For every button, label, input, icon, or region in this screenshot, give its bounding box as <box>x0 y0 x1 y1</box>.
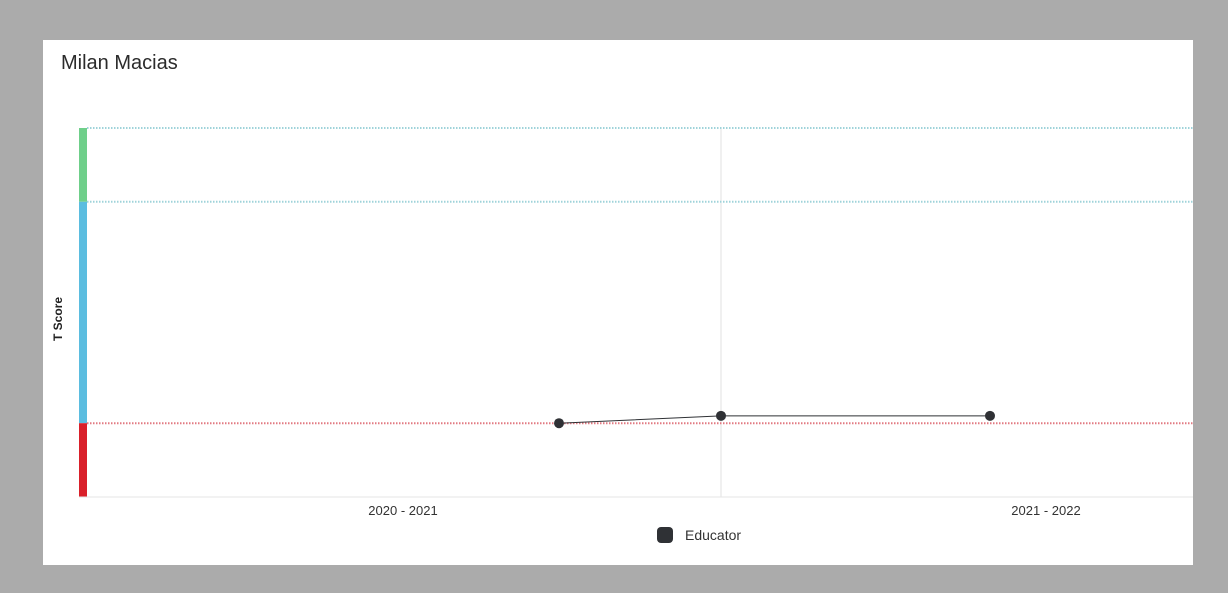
series-line-0 <box>558 415 990 424</box>
x-tick-label-0: 2020 - 2021 <box>368 503 437 518</box>
chart-title: Milan Macias <box>61 52 178 74</box>
data-point-2 <box>985 410 995 421</box>
band-1 <box>79 201 87 424</box>
chart-card: Milan Macias T Score 2020 - 2021 2021 - 2… <box>43 40 1193 565</box>
data-point-1 <box>716 410 726 421</box>
legend-label-educator: Educator <box>685 527 742 543</box>
band-2 <box>79 423 87 497</box>
legend-swatch-educator <box>657 527 673 543</box>
legend[interactable]: Educator <box>657 527 741 543</box>
x-tick-label-1: 2021 - 2022 <box>1011 503 1080 518</box>
plot-area: 2020 - 2021 2021 - 2022 <box>79 127 1193 518</box>
data-point-0 <box>554 418 564 429</box>
band-0 <box>79 128 87 202</box>
